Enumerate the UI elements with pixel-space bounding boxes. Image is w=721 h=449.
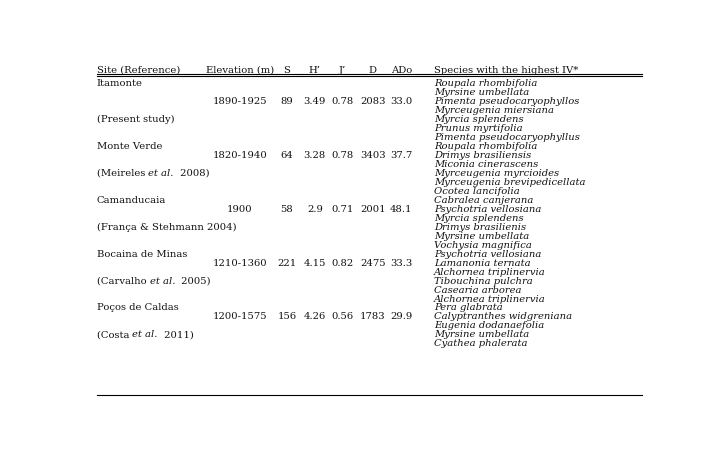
- Text: et al.: et al.: [149, 169, 177, 178]
- Text: Myrcia splendens: Myrcia splendens: [434, 115, 523, 124]
- Text: 1783: 1783: [360, 313, 386, 321]
- Text: 37.7: 37.7: [390, 151, 412, 160]
- Text: Itamonte: Itamonte: [97, 79, 143, 88]
- Text: 4.26: 4.26: [304, 313, 326, 321]
- Text: Prunus myrtifolia: Prunus myrtifolia: [434, 124, 523, 133]
- Text: 0.71: 0.71: [332, 205, 354, 214]
- Text: 0.56: 0.56: [332, 313, 354, 321]
- Text: 0.78: 0.78: [332, 151, 354, 160]
- Text: Miconia cinerascens: Miconia cinerascens: [434, 160, 538, 169]
- Text: Roupala rhombifolia: Roupala rhombifolia: [434, 79, 537, 88]
- Text: Pimenta pseudocaryophyllus: Pimenta pseudocaryophyllus: [434, 133, 580, 142]
- Text: 1210-1360: 1210-1360: [213, 259, 267, 268]
- Text: Bocaina de Minas: Bocaina de Minas: [97, 250, 187, 259]
- Text: Elevation (m): Elevation (m): [205, 66, 274, 75]
- Text: 29.9: 29.9: [390, 313, 412, 321]
- Text: Myrsine umbellata: Myrsine umbellata: [434, 88, 529, 97]
- Text: Pera glabrata: Pera glabrata: [434, 304, 503, 313]
- Text: Tibouchina pulchra: Tibouchina pulchra: [434, 277, 533, 286]
- Text: Alchornea triplinervia: Alchornea triplinervia: [434, 268, 546, 277]
- Text: 64: 64: [280, 151, 293, 160]
- Text: 1820-1940: 1820-1940: [213, 151, 267, 160]
- Text: Myrceugenia miersiana: Myrceugenia miersiana: [434, 106, 554, 115]
- Text: 2.9: 2.9: [307, 205, 323, 214]
- Text: Site (Reference): Site (Reference): [97, 66, 180, 75]
- Text: Cyathea phalerata: Cyathea phalerata: [434, 339, 527, 348]
- Text: Myrceugenia brevipedicellata: Myrceugenia brevipedicellata: [434, 178, 585, 187]
- Text: 48.1: 48.1: [390, 205, 412, 214]
- Text: (Carvalho: (Carvalho: [97, 277, 149, 286]
- Text: Pimenta pseudocaryophyllos: Pimenta pseudocaryophyllos: [434, 97, 579, 106]
- Text: Lamanonia ternata: Lamanonia ternata: [434, 259, 531, 268]
- Text: 2011): 2011): [161, 330, 194, 339]
- Text: Casearia arborea: Casearia arborea: [434, 286, 521, 295]
- Text: 1900: 1900: [227, 205, 252, 214]
- Text: 2001: 2001: [360, 205, 386, 214]
- Text: ADo: ADo: [391, 66, 412, 75]
- Text: Drimys brasiliensis: Drimys brasiliensis: [434, 151, 531, 160]
- Text: Myrceugenia myrcioides: Myrceugenia myrcioides: [434, 169, 559, 178]
- Text: 221: 221: [277, 259, 296, 268]
- Text: 2083: 2083: [360, 97, 386, 106]
- Text: H’: H’: [309, 66, 321, 75]
- Text: Species with the highest IV*: Species with the highest IV*: [434, 66, 578, 75]
- Text: 33.3: 33.3: [390, 259, 412, 268]
- Text: (Present study): (Present study): [97, 115, 174, 124]
- Text: 2005): 2005): [178, 277, 211, 286]
- Text: 2475: 2475: [360, 259, 386, 268]
- Text: 1200-1575: 1200-1575: [213, 313, 267, 321]
- Text: 3.49: 3.49: [304, 97, 326, 106]
- Text: 0.82: 0.82: [332, 259, 354, 268]
- Text: 89: 89: [280, 97, 293, 106]
- Text: Ocotea lancifolia: Ocotea lancifolia: [434, 187, 520, 196]
- Text: 58: 58: [280, 205, 293, 214]
- Text: 33.0: 33.0: [390, 97, 412, 106]
- Text: Alchornea triplinervia: Alchornea triplinervia: [434, 295, 546, 304]
- Text: Psychotria vellosiana: Psychotria vellosiana: [434, 205, 541, 214]
- Text: Camanducaia: Camanducaia: [97, 196, 167, 205]
- Text: Myrsine umbellata: Myrsine umbellata: [434, 330, 529, 339]
- Text: 3.28: 3.28: [304, 151, 326, 160]
- Text: 2008): 2008): [177, 169, 210, 178]
- Text: Cabralea canjerana: Cabralea canjerana: [434, 196, 533, 205]
- Text: Poços de Caldas: Poços de Caldas: [97, 304, 179, 313]
- Text: Roupala rhombifolia: Roupala rhombifolia: [434, 142, 537, 151]
- Text: Drimys brasilienis: Drimys brasilienis: [434, 223, 526, 232]
- Text: (França & Stehmann 2004): (França & Stehmann 2004): [97, 223, 236, 232]
- Text: Monte Verde: Monte Verde: [97, 142, 162, 151]
- Text: Vochysia magnifica: Vochysia magnifica: [434, 241, 531, 250]
- Text: 3403: 3403: [360, 151, 386, 160]
- Text: (Meireles: (Meireles: [97, 169, 149, 178]
- Text: 4.15: 4.15: [304, 259, 326, 268]
- Text: Myrsine umbellata: Myrsine umbellata: [434, 232, 529, 241]
- Text: (Costa: (Costa: [97, 330, 133, 339]
- Text: J’: J’: [339, 66, 346, 75]
- Text: D: D: [369, 66, 377, 75]
- Text: 156: 156: [278, 313, 296, 321]
- Text: et al.: et al.: [149, 277, 178, 286]
- Text: Psychotria vellosiana: Psychotria vellosiana: [434, 250, 541, 259]
- Text: et al.: et al.: [133, 330, 161, 339]
- Text: Myrcia splendens: Myrcia splendens: [434, 214, 523, 223]
- Text: 1890-1925: 1890-1925: [213, 97, 267, 106]
- Text: Calyptranthes widgreniana: Calyptranthes widgreniana: [434, 313, 572, 321]
- Text: 0.78: 0.78: [332, 97, 354, 106]
- Text: Eugenia dodanaefolia: Eugenia dodanaefolia: [434, 321, 544, 330]
- Text: S: S: [283, 66, 291, 75]
